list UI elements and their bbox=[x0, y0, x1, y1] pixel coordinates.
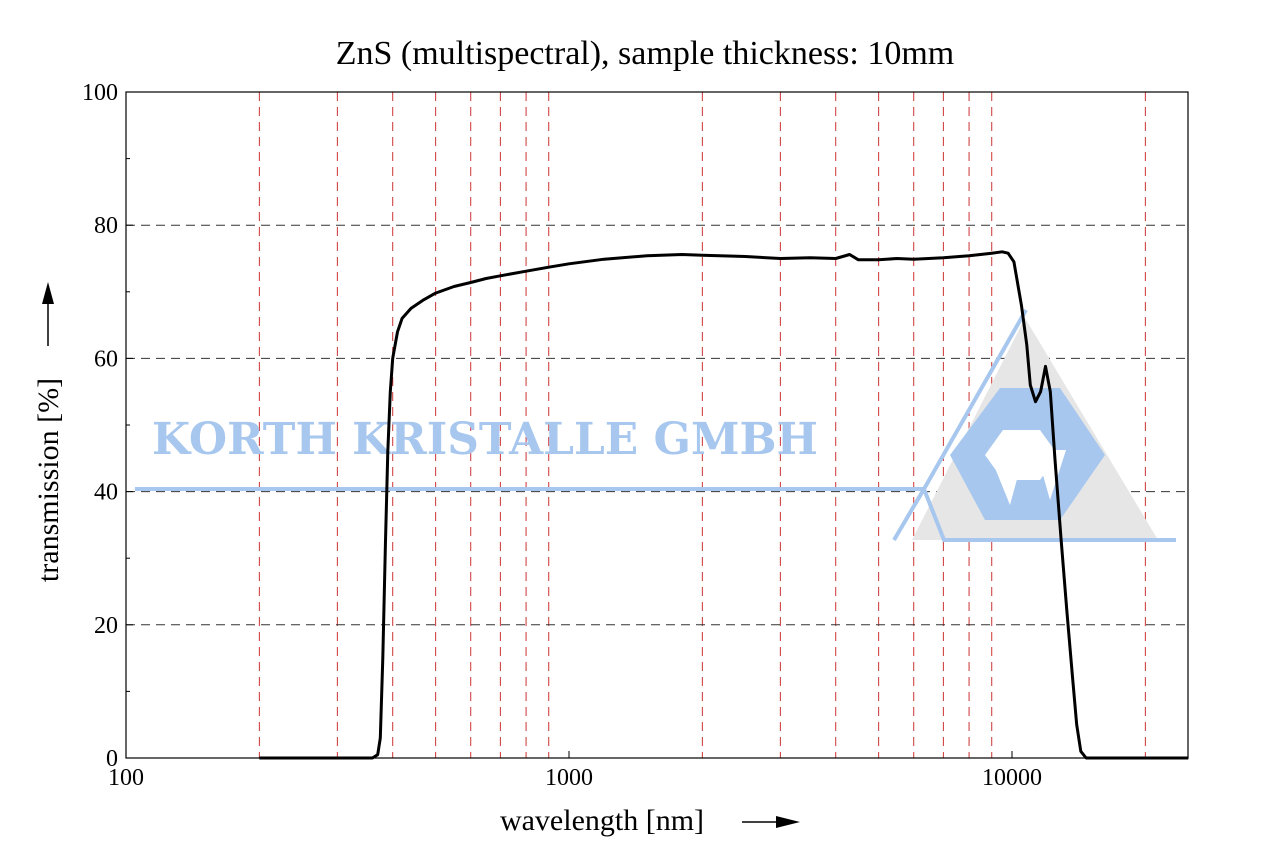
x-tick-label: 100 bbox=[108, 765, 144, 791]
y-axis-label: transmission [%] bbox=[32, 378, 65, 582]
chart-title: ZnS (multispectral), sample thickness: 1… bbox=[336, 35, 955, 72]
watermark-logo-inner bbox=[985, 430, 1066, 505]
y-tick-label: 100 bbox=[82, 80, 118, 106]
axis-ticks: 0 20 40 60 80 100 100 1000 10000 bbox=[82, 80, 1042, 791]
y-tick-label: 80 bbox=[94, 213, 118, 239]
x-tick-label: 1000 bbox=[545, 765, 593, 791]
transmission-curve bbox=[259, 250, 1189, 760]
y-axis-arrow bbox=[42, 282, 54, 346]
x-axis-label: wavelength [nm] bbox=[500, 804, 704, 837]
x-tick-label: 10000 bbox=[982, 765, 1042, 791]
y-tick-label: 0 bbox=[106, 746, 118, 772]
x-axis-arrow bbox=[742, 816, 800, 828]
y-tick-label: 20 bbox=[94, 613, 118, 639]
watermark-text: KORTH KRISTALLE GMBH bbox=[152, 414, 818, 465]
y-tick-label: 40 bbox=[94, 480, 118, 506]
y-tick-label: 60 bbox=[94, 346, 118, 372]
korth-kristalle-watermark: KORTH KRISTALLE GMBH bbox=[135, 309, 1176, 542]
